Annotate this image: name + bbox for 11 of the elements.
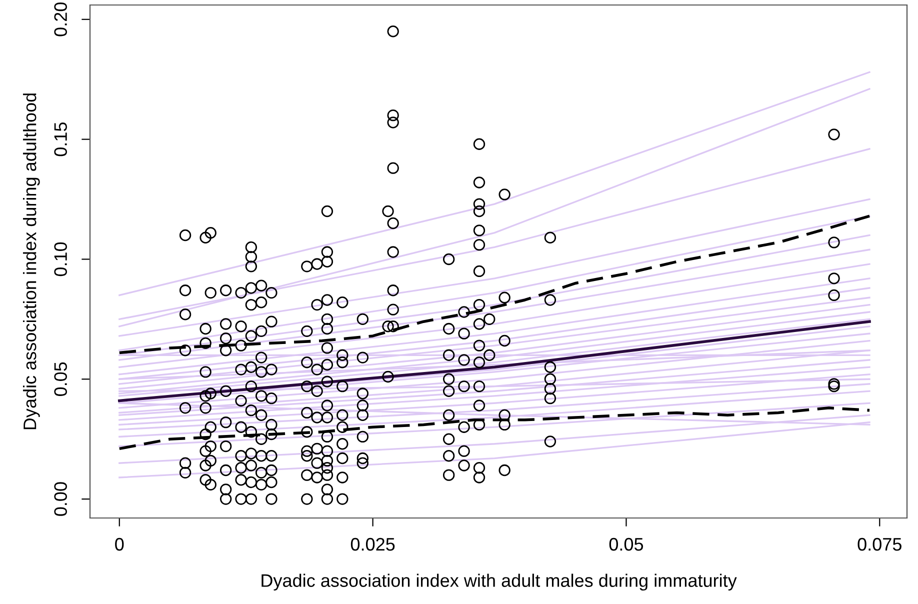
x-tick-label: 0.05 [609,538,644,551]
y-tick-label: 0.00 [54,482,67,516]
x-tick-label: 0.075 [858,538,902,551]
x-tick-label: 0 [115,538,124,551]
y-axis-title: Dyadic association index during adulthood [23,94,40,430]
x-tick-label: 0.025 [350,538,395,551]
y-tick-label: 0.05 [54,362,67,396]
x-axis-title: Dyadic association index with adult males during immaturity [262,574,737,591]
y-tick-label: 0.15 [54,122,67,156]
y-tick-label: 0.10 [54,242,67,276]
y-tick-label: 0.20 [54,2,67,36]
